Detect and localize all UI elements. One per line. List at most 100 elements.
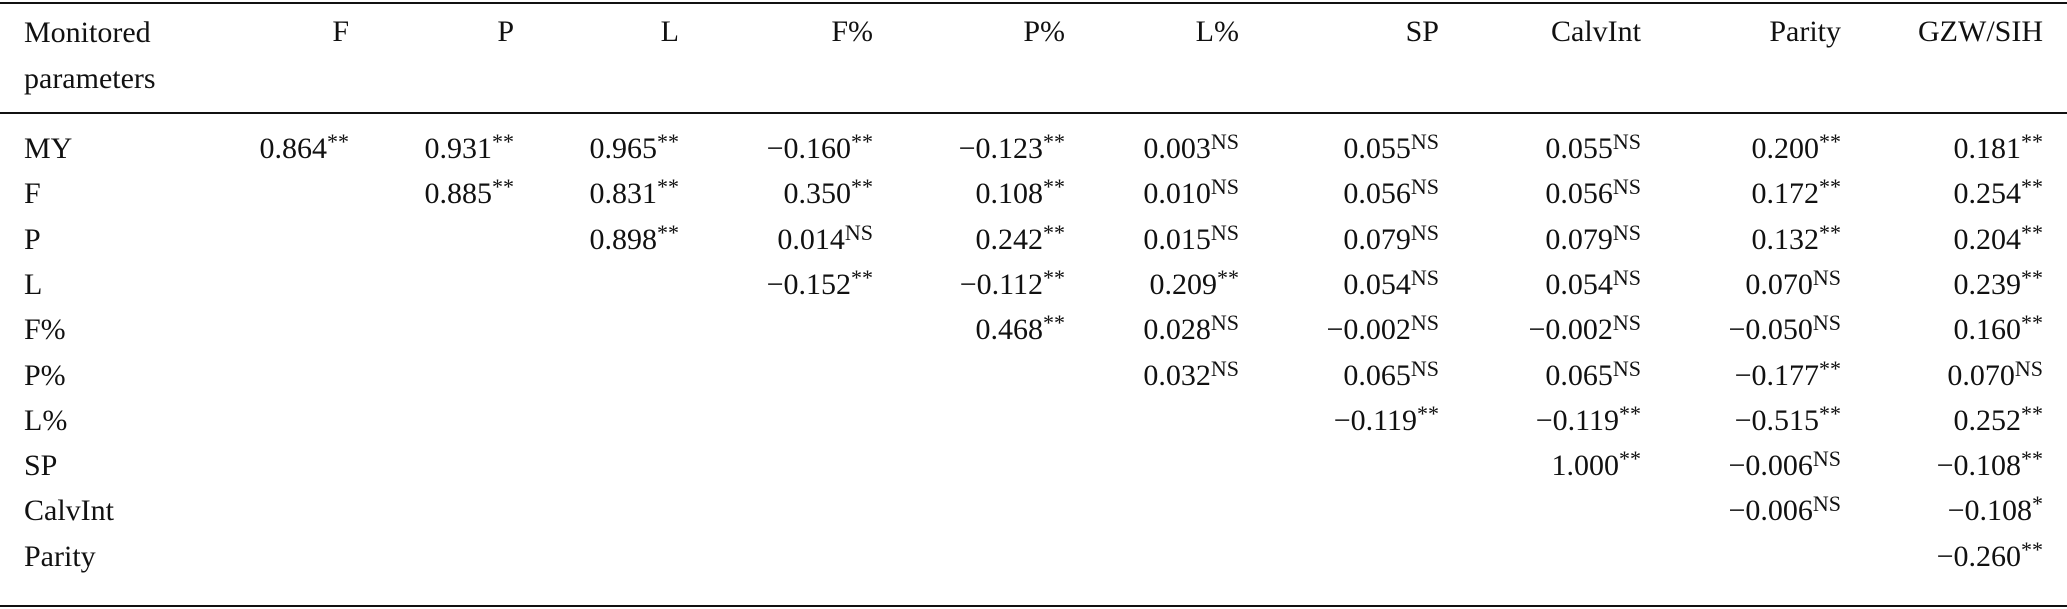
- correlation-cell: 0.200**: [1752, 131, 1842, 167]
- correlation-cell: −0.119**: [1334, 400, 1439, 439]
- coefficient: 0.070: [1947, 358, 2015, 392]
- significance: **: [657, 219, 679, 245]
- correlation-cell: −0.002NS: [1326, 312, 1439, 348]
- coefficient: 0.885: [424, 177, 493, 211]
- coefficient: 0.209: [1149, 267, 1218, 301]
- coefficient: −0.515: [1734, 403, 1819, 437]
- correlation-cell: 0.055NS: [1343, 131, 1439, 167]
- significance: NS: [1612, 264, 1641, 290]
- correlation-cell: −0.006NS: [1728, 493, 1841, 529]
- coefficient: −0.002: [1326, 313, 1411, 347]
- bottom-rule: [0, 605, 2067, 607]
- significance: NS: [1612, 174, 1641, 200]
- correlation-cell: 0.254**: [1954, 176, 2044, 212]
- row-label: SP: [24, 449, 58, 483]
- significance: **: [851, 174, 873, 200]
- significance: **: [1417, 400, 1439, 426]
- significance: NS: [1210, 310, 1239, 336]
- column-header: P%: [1023, 15, 1065, 48]
- correlation-cell: 0.181**: [1954, 131, 2044, 167]
- coefficient: −0.119: [1535, 403, 1619, 437]
- correlation-cell: −0.112**: [960, 264, 1065, 303]
- significance: NS: [1210, 355, 1239, 381]
- significance: NS: [1210, 219, 1239, 245]
- correlation-cell: 0.065NS: [1343, 357, 1439, 394]
- correlation-cell: −0.108*: [1948, 493, 2043, 529]
- correlation-cell: 0.242**: [975, 221, 1066, 258]
- significance: **: [657, 129, 679, 154]
- row-label: P: [24, 222, 41, 256]
- coefficient: 0.242: [975, 222, 1044, 256]
- header-label: Monitored parameters: [24, 16, 156, 95]
- significance: **: [2021, 264, 2043, 290]
- correlation-cell: −0.152**: [767, 266, 873, 303]
- significance: NS: [1410, 129, 1439, 154]
- significance: NS: [1612, 219, 1641, 245]
- correlation-cell: 0.079NS: [1545, 219, 1641, 258]
- coefficient: 0.172: [1751, 177, 1820, 211]
- coefficient: 0.070: [1745, 267, 1813, 301]
- significance: **: [1619, 400, 1641, 426]
- correlation-cell: 0.350**: [784, 176, 874, 212]
- significance: NS: [1410, 219, 1439, 245]
- correlation-cell: 0.160**: [1954, 312, 2044, 348]
- correlation-cell: 0.132**: [1752, 219, 1842, 258]
- correlation-cell: −0.108**: [1937, 448, 2043, 484]
- significance: NS: [1410, 174, 1439, 200]
- significance: **: [1819, 355, 1841, 381]
- significance: **: [327, 129, 349, 154]
- coefficient: −0.006: [1728, 449, 1813, 483]
- header-rule: [0, 112, 2067, 114]
- significance: NS: [1812, 310, 1841, 336]
- correlation-cell: 0.468**: [976, 312, 1066, 348]
- coefficient: 0.204: [1953, 222, 2022, 256]
- correlation-cell: 0.898**: [590, 219, 680, 258]
- significance: **: [1217, 264, 1239, 290]
- coefficient: −0.160: [766, 132, 851, 165]
- correlation-cell: 0.070NS: [1947, 357, 2043, 394]
- correlation-cell: 0.885**: [425, 176, 515, 212]
- coefficient: 0.254: [1953, 177, 2022, 211]
- coefficient: 0.032: [1143, 358, 1211, 392]
- coefficient: 0.056: [1343, 177, 1411, 211]
- correlation-cell: 0.032NS: [1143, 355, 1239, 394]
- significance: **: [1819, 219, 1841, 245]
- correlation-cell: 0.028NS: [1143, 312, 1239, 348]
- correlation-cell: 0.209**: [1149, 264, 1240, 303]
- column-header: Parity: [1769, 15, 1841, 48]
- column-header: F%: [831, 15, 873, 48]
- significance: **: [1043, 264, 1065, 290]
- coefficient: 0.079: [1343, 222, 1411, 256]
- coefficient: 0.108: [975, 177, 1044, 211]
- correlation-cell: −0.260**: [1937, 536, 2043, 575]
- coefficient: 0.160: [1953, 313, 2022, 347]
- coefficient: 0.015: [1143, 222, 1211, 256]
- row-label: P%: [24, 358, 66, 392]
- correlation-cell: 0.108**: [976, 176, 1066, 212]
- significance: NS: [1210, 174, 1239, 200]
- coefficient: 1.000: [1551, 449, 1620, 483]
- significance: NS: [844, 219, 873, 245]
- significance: **: [2021, 536, 2043, 562]
- coefficient: −0.002: [1528, 313, 1613, 347]
- correlation-cell: −0.002NS: [1528, 312, 1641, 348]
- correlation-cell: 1.000**: [1552, 448, 1642, 484]
- coefficient: −0.108: [1947, 494, 2032, 528]
- correlation-cell: −0.006NS: [1728, 448, 1841, 484]
- correlation-cell: 0.055NS: [1545, 131, 1641, 167]
- correlation-cell: 0.003NS: [1143, 131, 1239, 167]
- coefficient: 0.252: [1953, 403, 2022, 437]
- significance: **: [1043, 174, 1065, 200]
- correlation-cell: 0.014NS: [777, 219, 873, 258]
- significance: *: [2032, 491, 2043, 517]
- coefficient: 0.054: [1343, 267, 1411, 301]
- column-header: P: [497, 15, 514, 48]
- correlation-cell: 0.864**: [260, 131, 350, 167]
- row-label: L: [24, 267, 43, 301]
- significance: **: [1819, 129, 1841, 154]
- significance: NS: [1410, 310, 1439, 336]
- coefficient: 0.065: [1545, 358, 1613, 392]
- correlation-cell: 0.239**: [1954, 264, 2044, 303]
- correlation-cell: 0.010NS: [1143, 176, 1239, 212]
